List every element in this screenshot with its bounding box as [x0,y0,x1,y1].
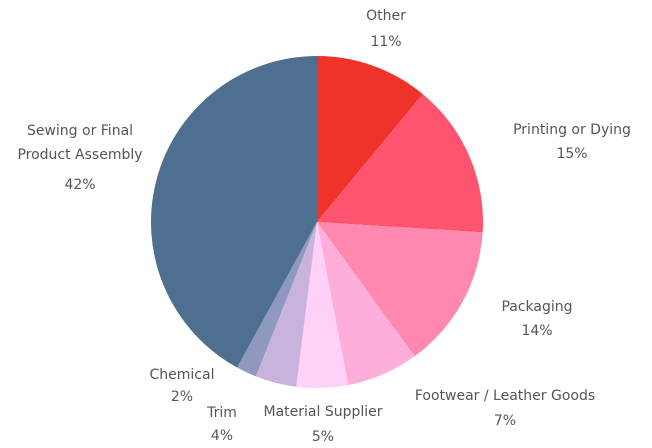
pie-slice [317,222,483,357]
slice-label: Trim [207,405,237,421]
slice-label: Printing or Dying [513,122,631,138]
slice-label: Packaging [501,299,573,315]
value-label: 4% [210,428,234,444]
value-label: 42% [64,177,96,193]
slice-label: Chemical [149,367,215,383]
value-label: 2% [170,389,194,405]
slice-label: Sewing or Final Product Assembly [17,123,143,163]
pie-slice [237,222,317,377]
pie-slice [151,56,317,368]
value-label: 14% [521,323,553,339]
slice-label: Footwear / Leather Goods [414,388,596,404]
pie-slice [296,222,349,388]
pie-slice [317,222,415,386]
value-label: 11% [370,34,402,50]
pie-slice [317,94,483,233]
value-label: 7% [493,413,517,429]
pie-slice [255,222,317,387]
pie-slice [317,56,423,222]
slice-label: Material Supplier [263,404,383,420]
slice-label: Other [366,8,406,24]
value-label: 5% [311,429,335,445]
value-label: 15% [556,146,588,162]
